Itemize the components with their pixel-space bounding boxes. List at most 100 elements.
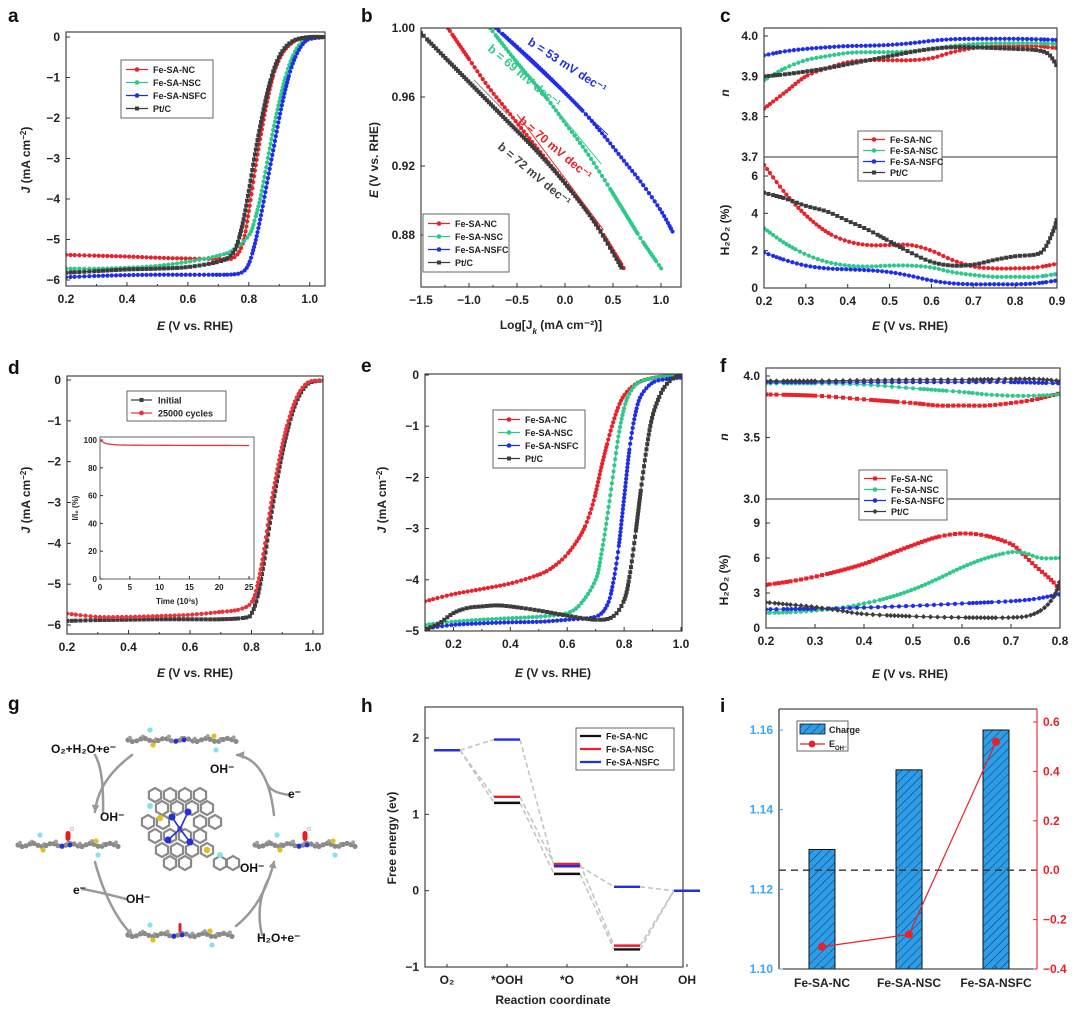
series-25000cycles xyxy=(67,378,323,620)
n-series-fesansc-point xyxy=(872,49,877,55)
series-fesansfc-point xyxy=(620,507,625,512)
legend-marker xyxy=(871,148,877,153)
series-fesansfc-point xyxy=(113,273,119,278)
carbon-atom xyxy=(53,839,59,844)
carbon-atom xyxy=(233,738,239,745)
series-ptc-point xyxy=(259,115,264,120)
fluorine-atom xyxy=(209,942,215,948)
series-ptc-point xyxy=(457,608,462,613)
n-series-fesansfc-point xyxy=(845,43,850,49)
series-fesansc-point xyxy=(575,137,580,142)
h2o2-series-ptc-point xyxy=(1008,254,1013,259)
series-ptc-point xyxy=(558,176,563,181)
series-fesansc-point xyxy=(629,388,634,393)
series-ptc-point xyxy=(183,265,188,270)
series-fesansfc-point xyxy=(567,617,572,622)
series-fesansfc-point xyxy=(286,73,291,79)
x-tick-label: Fe-SA-NSC xyxy=(877,976,941,990)
carbon-atom xyxy=(207,736,213,742)
series-fesansc-point xyxy=(272,119,278,124)
carbon-atom xyxy=(95,843,101,849)
n-series-fesansc-point xyxy=(814,55,819,60)
h2o2-series-fesanc-point xyxy=(796,205,801,210)
h2o2-series-fesansfc-point xyxy=(996,599,1001,604)
h2o2-series-fesansc-point xyxy=(851,264,856,269)
sulfur-atom xyxy=(40,847,46,853)
series-fesanc-point xyxy=(600,458,606,463)
h2o2-series-fesansc-point xyxy=(811,255,816,260)
y-tick-label: 0 xyxy=(53,30,60,44)
series-ptc-point xyxy=(436,48,441,53)
h2o2-series-fesansc-point xyxy=(958,565,963,571)
series-fesanc-point xyxy=(179,256,184,261)
h2o2-series-fesansfc-point xyxy=(967,601,972,606)
h2o2-series-fesansfc-point xyxy=(987,282,992,287)
series-ptc-point xyxy=(272,65,277,70)
n-series-fesanc-point xyxy=(926,56,931,61)
series-25000cycles-point xyxy=(208,610,213,616)
series-fesanc-point xyxy=(601,454,606,460)
h2o2-series-fesanc-point xyxy=(767,170,773,176)
h2o2-series-fesansfc-point xyxy=(875,268,880,274)
h2o2-series-fesanc-point xyxy=(793,578,798,583)
series-fesanc-point xyxy=(244,224,249,229)
n-series-fesansc-point xyxy=(1042,41,1047,46)
series-fesansc-point xyxy=(598,556,603,561)
series-initial-point xyxy=(283,435,288,440)
n-series-ptc-point xyxy=(881,55,886,60)
series-fesansfc-point xyxy=(506,620,511,625)
nitrogen-atom xyxy=(173,738,179,744)
h2o2-series-fesansfc-point xyxy=(862,267,867,273)
series-fesansc-point xyxy=(543,614,548,619)
series-fesansc-point xyxy=(597,563,602,569)
carbon-atom xyxy=(194,738,200,745)
series-fesansfc-point xyxy=(628,441,633,446)
series-fesansc-point xyxy=(461,618,466,624)
h2o2-series-fesansfc-point xyxy=(817,265,822,270)
series-25000cycles-point xyxy=(163,613,168,618)
series-ptc-point xyxy=(275,59,280,64)
series-fesansfc-point xyxy=(140,272,145,277)
legend-eoh-marker xyxy=(808,740,816,748)
h2o2-series-fesanc-point xyxy=(1003,539,1008,544)
y-tick-label: −5 xyxy=(47,577,61,591)
n-series-fesansfc-point xyxy=(1020,36,1025,42)
n-series-ptc-point xyxy=(1008,376,1014,382)
series-ptc-point xyxy=(625,587,630,592)
series-ptc-point xyxy=(202,262,207,267)
series-fesansfc-point xyxy=(92,273,97,279)
series-ptc-point xyxy=(458,70,463,75)
series-fesansfc-point xyxy=(473,621,478,626)
n-series-fesansc-point xyxy=(940,388,945,393)
series-ptc-point xyxy=(619,604,624,609)
series-fesansc-point xyxy=(599,552,604,557)
series-ptc-point xyxy=(610,249,615,254)
h2o2-series-fesanc-point xyxy=(851,240,856,246)
h2o2-series-fesansc-point xyxy=(767,230,773,235)
inset-y-axis-title: I/I₀ (%) xyxy=(71,495,80,520)
h2o2-series-ptc-point xyxy=(889,240,894,245)
series-25000cycles-point xyxy=(137,614,142,619)
h2o2-series-ptc-point xyxy=(1039,250,1044,255)
series-ptc-point xyxy=(515,129,520,134)
h2o2-series-ptc-point xyxy=(1056,579,1060,585)
x-tick-label: 0.4 xyxy=(120,640,137,654)
n-series-fesansc-point xyxy=(962,390,967,395)
x-tick-label: *O xyxy=(560,973,574,987)
h2o2-series-fesansc-point xyxy=(1034,555,1040,560)
series-ptc-point xyxy=(464,77,469,82)
carbon-atom xyxy=(350,840,356,845)
series-fesansfc-point xyxy=(461,622,466,627)
series-ptc-point xyxy=(144,266,149,271)
n-series-ptc-point xyxy=(859,59,864,64)
n-series-fesansc-point xyxy=(1007,41,1012,46)
carbon-atom xyxy=(208,933,214,939)
series-fesansfc-point xyxy=(279,103,285,108)
series-fesansfc-point xyxy=(634,406,639,411)
series-fesanc-point xyxy=(243,229,248,234)
h2o2-series-ptc-point xyxy=(913,613,920,620)
series-fesansfc-point xyxy=(68,274,73,280)
n-series-fesansfc-point xyxy=(894,42,900,47)
y-tick-label: 3 xyxy=(753,586,760,600)
series-25000cycles-point xyxy=(269,500,274,505)
